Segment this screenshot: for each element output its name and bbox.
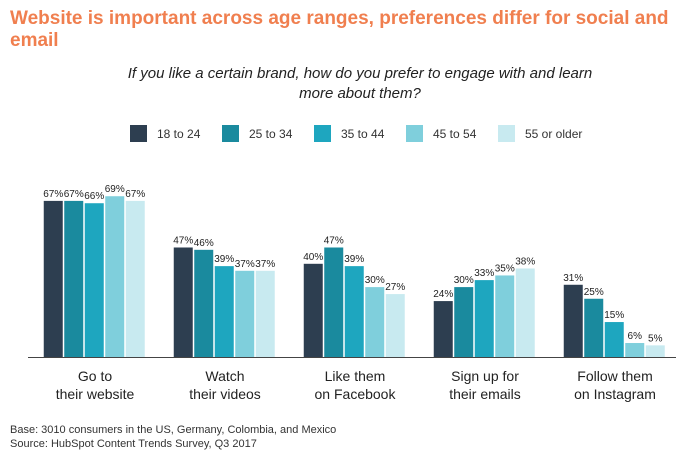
- bar: [194, 249, 214, 357]
- category-label: Watch: [205, 368, 244, 384]
- bar: [105, 196, 125, 357]
- data-label: 40%: [303, 252, 323, 263]
- bar: [563, 284, 583, 357]
- legend-label: 25 to 34: [249, 126, 293, 141]
- chart-title: Website is important across age ranges, …: [10, 8, 669, 51]
- bar: [495, 275, 515, 357]
- legend-item: 55 or older: [498, 125, 590, 142]
- bar: [344, 266, 364, 357]
- data-label: 66%: [84, 191, 104, 202]
- data-label: 39%: [344, 254, 364, 265]
- legend-swatch: [130, 125, 147, 142]
- data-label: 31%: [563, 273, 583, 284]
- data-label: 37%: [235, 259, 255, 270]
- data-label: 39%: [214, 254, 234, 265]
- data-label: 35%: [495, 263, 515, 274]
- bar: [235, 270, 255, 357]
- base-note: Base: 3010 consumers in the US, Germany,…: [10, 424, 337, 436]
- bar: [214, 266, 234, 357]
- footnotes: Base: 3010 consumers in the US, Germany,…: [10, 423, 336, 451]
- category-label: on Instagram: [574, 386, 656, 402]
- bar: [173, 247, 193, 357]
- data-label: 25%: [584, 287, 604, 298]
- data-label: 27%: [385, 282, 405, 293]
- bar: [255, 270, 275, 357]
- bar: [125, 200, 145, 357]
- data-label: 6%: [628, 331, 643, 342]
- legend-swatch: [498, 125, 515, 142]
- data-label: 67%: [125, 189, 145, 200]
- category-label: Sign up for: [451, 368, 519, 384]
- data-label: 38%: [515, 256, 535, 267]
- legend-item: 45 to 54: [406, 125, 498, 142]
- category-label: their website: [56, 386, 135, 402]
- bar: [474, 280, 494, 357]
- bar: [365, 287, 385, 357]
- data-label: 15%: [604, 310, 624, 321]
- bar: [515, 268, 535, 357]
- chart-subtitle: If you like a certain brand, how do you …: [127, 65, 593, 102]
- bar: [64, 200, 84, 357]
- data-label: 46%: [194, 238, 214, 249]
- legend-item: 35 to 44: [314, 125, 406, 142]
- data-label: 67%: [43, 189, 63, 200]
- legend-label: 35 to 44: [341, 126, 385, 141]
- category-label: Like them: [325, 368, 386, 384]
- category-label: on Facebook: [315, 386, 397, 402]
- bar: [625, 343, 645, 357]
- data-label: 37%: [255, 259, 275, 270]
- legend-label: 45 to 54: [433, 126, 477, 141]
- legend-swatch: [314, 125, 331, 142]
- bar: [645, 345, 665, 357]
- source-note: Source: HubSpot Content Trends Survey, Q…: [10, 438, 257, 450]
- data-label: 47%: [173, 235, 193, 246]
- bar: [43, 200, 63, 357]
- data-label: 30%: [454, 275, 474, 286]
- legend: 18 to 24 25 to 34 35 to 44 45 to 54 55 o…: [130, 125, 590, 142]
- legend-label: 18 to 24: [157, 126, 201, 141]
- category-label: their videos: [189, 386, 261, 402]
- legend-swatch: [222, 125, 239, 142]
- data-label: 67%: [64, 189, 84, 200]
- bar: [604, 322, 624, 357]
- category-label: Go to: [78, 368, 112, 384]
- bar: [385, 294, 405, 357]
- bar: [433, 301, 453, 357]
- legend-label: 55 or older: [525, 126, 583, 141]
- data-label: 24%: [433, 289, 453, 300]
- bar: [303, 263, 323, 357]
- data-label: 69%: [105, 184, 125, 195]
- data-label: 33%: [474, 268, 494, 279]
- category-label: their emails: [449, 386, 521, 402]
- bar: [324, 247, 344, 357]
- data-label: 30%: [365, 275, 385, 286]
- legend-item: 18 to 24: [130, 125, 222, 142]
- category-label: Follow them: [577, 368, 652, 384]
- legend-swatch: [406, 125, 423, 142]
- bar: [84, 203, 104, 357]
- data-label: 47%: [324, 235, 344, 246]
- bar: [584, 298, 604, 357]
- legend-item: 25 to 34: [222, 125, 314, 142]
- bar: [454, 287, 474, 357]
- data-label: 5%: [648, 333, 663, 344]
